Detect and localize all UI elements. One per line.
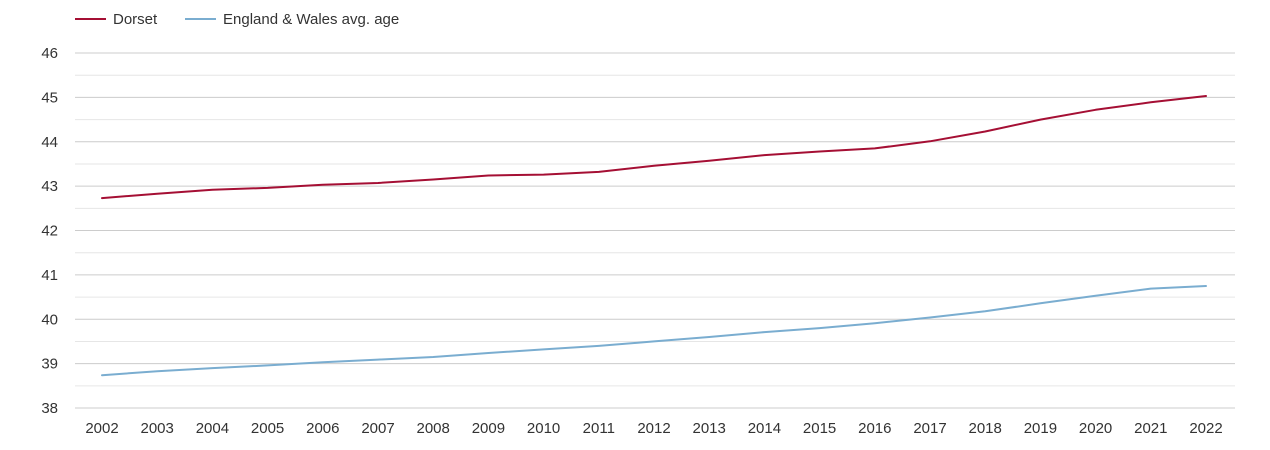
- y-tick-label: 41: [41, 267, 58, 284]
- x-tick-label: 2014: [748, 420, 781, 437]
- x-tick-label: 2002: [85, 420, 118, 437]
- x-tick-label: 2020: [1079, 420, 1112, 437]
- y-tick-label: 39: [41, 356, 58, 373]
- y-tick-label: 46: [41, 45, 58, 62]
- x-tick-label: 2017: [913, 420, 946, 437]
- x-tick-label: 2004: [196, 420, 229, 437]
- legend-item-dorset[interactable]: Dorset: [75, 11, 158, 28]
- x-tick-label: 2018: [969, 420, 1002, 437]
- x-tick-label: 2009: [472, 420, 505, 437]
- x-tick-label: 2008: [417, 420, 450, 437]
- y-tick-label: 40: [41, 311, 58, 328]
- y-tick-label: 45: [41, 89, 58, 106]
- legend-label-england-wales: England & Wales avg. age: [223, 11, 399, 28]
- x-tick-label: 2022: [1189, 420, 1222, 437]
- x-tick-label: 2003: [141, 420, 174, 437]
- x-tick-label: 2019: [1024, 420, 1057, 437]
- x-tick-label: 2011: [583, 420, 615, 437]
- y-tick-label: 42: [41, 223, 58, 240]
- x-tick-label: 2005: [251, 420, 284, 437]
- x-tick-label: 2016: [858, 420, 891, 437]
- y-tick-label: 43: [41, 178, 58, 195]
- legend-label-dorset: Dorset: [113, 11, 158, 28]
- series-line-dorset[interactable]: [101, 95, 1207, 200]
- x-tick-label: 2012: [637, 420, 670, 437]
- legend: Dorset England & Wales avg. age: [75, 11, 399, 28]
- x-axis: 2002 2003 2004 2005 2006 2007 2008 2009 2010 2011…: [85, 420, 1222, 437]
- y-tick-label: 44: [41, 134, 58, 151]
- legend-item-england-wales[interactable]: England & Wales avg. age: [185, 11, 399, 28]
- y-tick-label: 38: [41, 400, 58, 417]
- grid: [75, 52, 1235, 409]
- x-tick-label: 2021: [1134, 420, 1167, 437]
- x-tick-label: 2007: [361, 420, 394, 437]
- x-tick-label: 2006: [306, 420, 339, 437]
- series-line-england-wales[interactable]: [101, 285, 1207, 377]
- x-tick-label: 2010: [527, 420, 560, 437]
- plot-area: [101, 95, 1207, 377]
- y-axis: 38 39 40 41 42 43 44 45 46: [41, 45, 58, 417]
- x-tick-label: 2013: [693, 420, 726, 437]
- x-tick-label: 2015: [803, 420, 836, 437]
